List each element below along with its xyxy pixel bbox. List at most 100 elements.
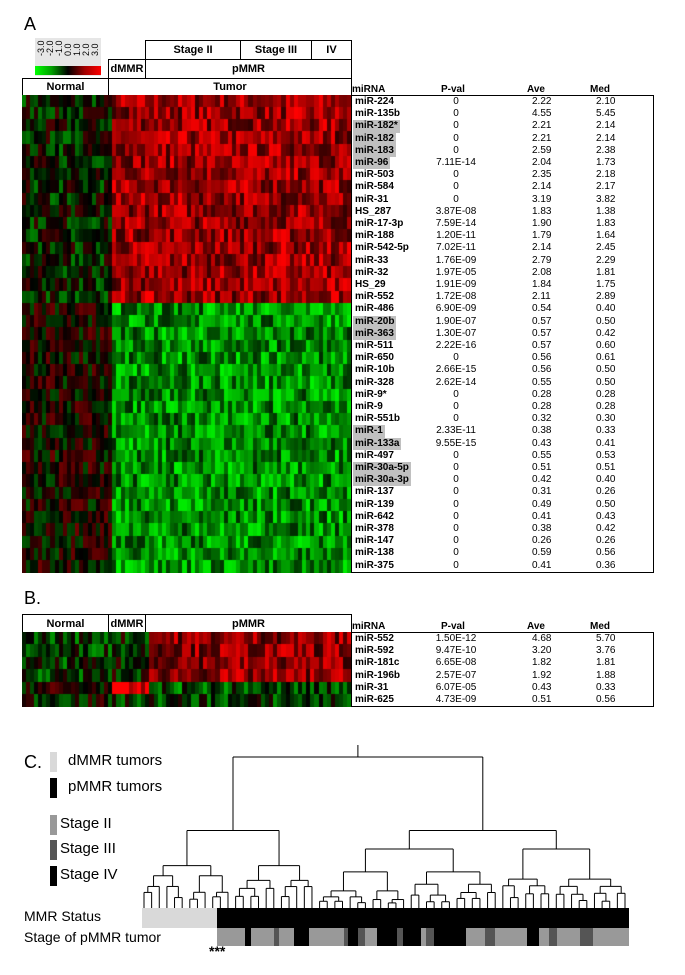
p-value: 9.55E-15	[435, 437, 477, 449]
stage-bar	[217, 928, 629, 946]
mirna-name: miR-20b	[353, 315, 397, 328]
p-value: 1.97E-05	[435, 266, 477, 278]
table-row: miR-650 0 0.56 0.61	[352, 352, 653, 364]
ave-value: 1.79	[532, 230, 552, 242]
p-value: 0	[453, 449, 459, 461]
legend-swatch-dmmr	[50, 752, 57, 772]
mirna-name: miR-30a-3p	[353, 474, 411, 487]
p-value: 0	[453, 144, 459, 156]
dmmr-header: dMMR	[108, 59, 146, 79]
mirna-name: miR-328	[355, 376, 394, 388]
ave-value: 0.43	[532, 437, 552, 449]
med-value: 1.75	[596, 279, 616, 290]
heatmap-a	[22, 95, 352, 573]
p-value: 0	[453, 547, 459, 559]
med-value: 2.17	[596, 181, 616, 193]
mirna-name: miR-181c	[355, 657, 400, 669]
p-value: 0	[453, 535, 459, 547]
p-value: 1.90E-07	[435, 315, 477, 327]
mmr-status-label: MMR Status	[24, 908, 102, 924]
mirna-name: miR-182	[353, 132, 396, 145]
p-value: 0	[453, 559, 459, 571]
p-value: 2.62E-14	[435, 376, 477, 388]
stage-segment	[610, 928, 622, 946]
p-value: 1.20E-11	[436, 230, 476, 242]
p-value: 1.91E-09	[435, 279, 477, 290]
stage-segment	[221, 928, 234, 946]
ave-value: 1.84	[532, 279, 552, 290]
legend-dmmr-tumors: dMMR tumors	[68, 752, 163, 769]
p-value: 0	[453, 462, 459, 473]
stage-segment	[245, 928, 251, 946]
med-value: 0.50	[596, 364, 616, 376]
p-value: 7.11E-14	[436, 157, 476, 168]
med-value: 0.50	[596, 376, 616, 388]
mirna-name: miR-196b	[355, 669, 401, 681]
ave-value: 0.59	[532, 547, 552, 559]
table-row: miR-497 0 0.55 0.53	[352, 450, 653, 462]
ave-value: 0.49	[532, 498, 552, 510]
mirna-name: miR-188	[355, 230, 394, 242]
mirna-name: HS_29	[355, 279, 386, 290]
med-value: 3.76	[596, 645, 616, 657]
ave-value: 2.11	[532, 291, 551, 303]
mirna-name: miR-137	[355, 486, 394, 498]
stage-segment	[557, 928, 568, 946]
panel-c-label: C.	[24, 752, 42, 772]
p-value: 0	[453, 401, 459, 412]
med-value: 1.81	[596, 657, 616, 669]
table-row: miR-96 7.11E-14 2.04 1.73	[352, 157, 653, 170]
stage-segment	[251, 928, 259, 946]
med-value: 1.38	[596, 205, 616, 217]
table-row: miR-139 0 0.49 0.50	[352, 499, 653, 511]
stage-segment	[520, 928, 527, 946]
table-row: HS_287 3.87E-08 1.83 1.38	[352, 206, 653, 218]
med-value: 0.60	[596, 340, 616, 351]
ave-value: 2.59	[532, 144, 552, 156]
table-row: miR-33 1.76E-09 2.79 2.29	[352, 255, 653, 267]
mirna-name: miR-17-3p	[355, 218, 404, 229]
stage-segment	[309, 928, 314, 946]
table-row: miR-9* 0 0.28 0.28	[352, 389, 653, 401]
table-a: miR-224 0 2.22 2.10 miR-135b 0 4.55 5.45 miR-182…	[351, 95, 654, 573]
significance-marker: ***	[209, 943, 226, 959]
mirna-name: miR-31	[355, 681, 389, 693]
table-row: miR-552 1.50E-12 4.68 5.70	[352, 633, 653, 645]
p-value: 0	[453, 169, 459, 181]
ave-value: 4.68	[532, 633, 552, 644]
med-value: 0.43	[596, 510, 616, 522]
p-value: 2.22E-16	[435, 340, 477, 351]
ave-value: 1.90	[532, 218, 552, 229]
mirna-name: miR-625	[355, 694, 394, 705]
ave-value: 0.28	[532, 388, 552, 400]
table-row: miR-551b 0 0.32 0.30	[352, 413, 653, 425]
table-row: miR-182 0 2.21 2.14	[352, 132, 653, 145]
med-value: 0.50	[596, 498, 616, 510]
stage-segment	[568, 928, 580, 946]
table-row: miR-30a-3p 0 0.42 0.40	[352, 474, 653, 487]
mmr-status-bar-pmmr	[217, 908, 629, 928]
legend-stage-ii: Stage II	[60, 815, 112, 832]
stage-segment	[475, 928, 485, 946]
scale-label: 3.0	[90, 43, 100, 56]
mirna-name: miR-378	[355, 523, 394, 534]
p-value: 0	[453, 388, 459, 400]
table-row: miR-503 0 2.35 2.18	[352, 169, 653, 181]
mirna-name: miR-503	[355, 169, 394, 181]
med-value: 1.83	[596, 218, 616, 229]
p-value: 0	[453, 486, 459, 498]
p-value: 0	[453, 413, 459, 425]
ave-value: 0.41	[532, 559, 552, 571]
stage-segment	[434, 928, 447, 946]
mirna-name: miR-642	[355, 510, 394, 522]
table-row: miR-9 0 0.28 0.28	[352, 401, 653, 413]
med-value: 0.61	[596, 352, 616, 364]
med-value: 2.89	[596, 291, 616, 303]
mirna-name: miR-375	[355, 559, 394, 571]
stage-segment	[539, 928, 549, 946]
stage-segment	[217, 928, 221, 946]
legend-swatch-stage-ii	[50, 815, 57, 835]
med-value: 2.29	[596, 254, 616, 266]
med-value: 0.42	[596, 523, 616, 534]
ave-value: 2.14	[532, 242, 552, 254]
